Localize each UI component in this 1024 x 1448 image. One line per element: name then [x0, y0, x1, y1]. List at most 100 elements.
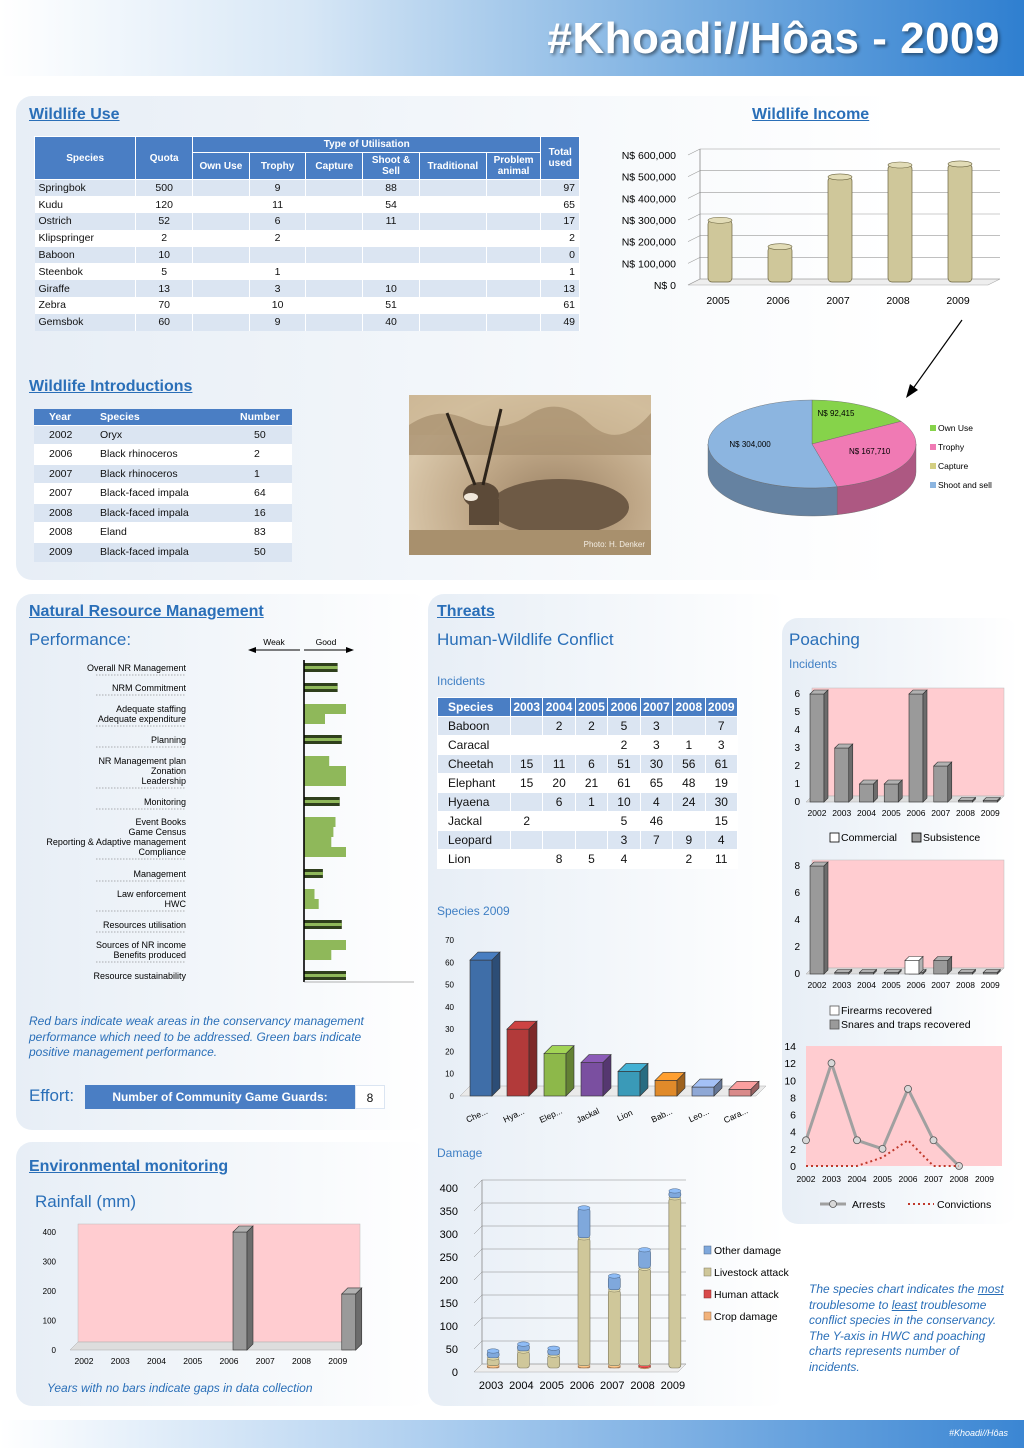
legend-label: Convictions: [937, 1199, 991, 1211]
damage-bar-segment: [607, 1273, 621, 1291]
table-cell: [305, 246, 364, 264]
table-cell: [574, 811, 609, 831]
damage-bar-segment: [607, 1287, 621, 1367]
table-cell: [305, 280, 364, 298]
table-cell: [192, 246, 250, 264]
damage-bar-segment: [638, 1265, 651, 1366]
table-cell: [672, 716, 706, 736]
table-cell: Kudu: [34, 196, 137, 214]
species-bar: [617, 1062, 649, 1097]
table-cell: 9: [672, 830, 706, 850]
x-tick-label: 2002: [808, 808, 827, 818]
x-tick-label: 2002: [797, 1174, 816, 1184]
legend-swatch: [930, 463, 936, 469]
table-cell: 10: [135, 246, 194, 264]
x-tick-label: 2003: [822, 1174, 841, 1184]
y-tick-label: N$ 500,000: [622, 172, 676, 184]
environment-title: Environmental monitoring: [29, 1158, 229, 1175]
table-cell: 65: [639, 773, 674, 793]
threats-title: Threats: [437, 603, 495, 620]
table-cell: 1: [540, 263, 580, 281]
y-tick-label: 100: [43, 1317, 57, 1326]
poaching-bar: [858, 779, 879, 803]
col-total: Total used: [540, 136, 580, 180]
perf-bar-stripe: [304, 974, 346, 977]
table-cell: Zebra: [34, 297, 137, 314]
table-cell: [509, 792, 544, 812]
legend-swatch: [930, 444, 936, 450]
perf-bar-stripe: [304, 738, 342, 741]
perf-category-label: Reporting & Adaptive management: [46, 837, 186, 847]
gridline: [687, 192, 701, 199]
page-title: #Khoadi//Hôas - 2009: [547, 14, 1000, 63]
table-cell: [486, 246, 542, 264]
x-tick-label: 2006: [220, 1356, 239, 1366]
gridline: [473, 1317, 483, 1327]
table-cell: 7: [639, 830, 674, 850]
floor: [69, 1341, 361, 1351]
y-tick-label: 400: [440, 1183, 458, 1195]
perf-bar: [304, 704, 346, 714]
arrests-point: [929, 1136, 938, 1145]
table-cell: 51: [607, 754, 641, 774]
gridline: [473, 1294, 483, 1304]
y-tick-label: 20: [445, 1047, 454, 1056]
species-bar: [580, 1053, 612, 1097]
perf-category-label: NRM Commitment: [112, 683, 187, 693]
game-guards-label: Number of Community Game Guards:: [85, 1085, 355, 1109]
perf-bar: [304, 950, 332, 960]
pie-value-label: N$ 167,710: [849, 447, 891, 456]
table-row: Baboon 10 0: [34, 246, 580, 264]
table-cell: [192, 179, 250, 197]
table-cell: 3: [639, 716, 674, 736]
legend-swatch: [829, 1019, 840, 1030]
gridline: [687, 257, 701, 264]
income-bar: [887, 161, 913, 283]
x-tick-label: 2007: [256, 1356, 275, 1366]
table-cell: Klipspringer: [34, 229, 137, 247]
table-cell: [192, 313, 250, 331]
perf-bar: [304, 817, 336, 827]
table-cell: 2: [540, 229, 580, 247]
gridline: [687, 213, 701, 221]
x-tick-label: 2004: [848, 1174, 867, 1184]
gridline: [473, 1363, 483, 1373]
table-cell: [362, 246, 420, 264]
legend-label: Other damage: [714, 1245, 781, 1257]
table-cell: 10: [607, 792, 641, 812]
table-cell: 2: [574, 716, 609, 736]
table-cell: 61: [540, 297, 580, 314]
table-row: Lion 8 5 4 2 11: [437, 849, 738, 869]
header-banner: #Khoadi//Hôas - 2009: [0, 0, 1024, 76]
table-cell: [486, 196, 542, 214]
x-tick-label: 2003: [111, 1356, 130, 1366]
y-tick-label: 10: [784, 1075, 796, 1087]
table-cell: 9: [249, 179, 307, 197]
poaching-bar: [834, 968, 853, 975]
incidents-label: Incidents: [437, 674, 486, 688]
perf-category-label: Law enforcement: [117, 889, 187, 899]
arrests-point: [853, 1136, 861, 1145]
table-cell: Elephant: [437, 773, 511, 793]
y-tick-label: 40: [445, 1003, 454, 1012]
rainfall-label: Rainfall (mm): [35, 1192, 137, 1211]
gridline: [473, 1179, 483, 1189]
table-cell: 2002: [34, 424, 92, 445]
table-row: Steenbok 5 1 1: [34, 263, 580, 281]
table-cell: 64: [232, 483, 292, 503]
legend-swatch: [930, 482, 936, 488]
y-tick-label: 0: [450, 1092, 455, 1101]
table-cell: 7: [704, 716, 738, 736]
x-tick-label: 2006: [766, 295, 790, 307]
table-cell: 2: [542, 716, 576, 736]
gridline: [473, 1202, 483, 1212]
table-cell: [486, 229, 542, 247]
table-cell: Black-faced impala: [92, 541, 232, 562]
damage-label: Damage: [437, 1146, 483, 1160]
table-cell: 2007: [34, 463, 92, 484]
income-bar: [827, 173, 853, 283]
table-cell: [305, 263, 364, 281]
col-type-group: Type of Utilisation: [192, 136, 542, 153]
table-row: 2009 Black-faced impala 50: [34, 541, 292, 562]
perf-bar: [304, 756, 330, 766]
